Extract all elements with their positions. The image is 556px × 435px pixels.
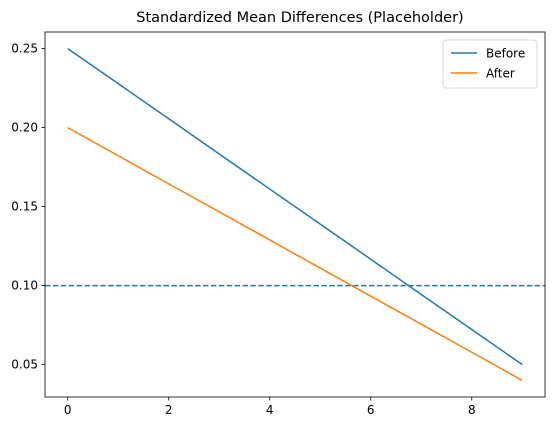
- legend-box: [442, 39, 538, 89]
- legend: Before After: [442, 39, 538, 89]
- y-tick-label: 0.05: [11, 358, 38, 372]
- plot-area: [45, 47, 545, 382]
- y-tick-label: 0.10: [11, 279, 38, 293]
- series-line-after: [67, 126, 523, 382]
- x-tick-label: 8: [468, 403, 476, 417]
- legend-label-before: Before: [486, 47, 525, 61]
- y-tick-label: 0.15: [11, 200, 38, 214]
- y-tick-label: 0.25: [11, 42, 38, 56]
- x-tick-label: 4: [266, 403, 274, 417]
- x-tick-label: 6: [367, 403, 375, 417]
- axes-frame: [44, 31, 546, 398]
- y-tick-label: 0.20: [11, 121, 38, 135]
- chart-title: Standardized Mean Differences (Placehold…: [136, 10, 463, 26]
- legend-label-after: After: [486, 67, 515, 81]
- x-tick-label: 2: [165, 403, 173, 417]
- series-line-before: [67, 47, 523, 366]
- x-tick-label: 0: [64, 403, 72, 417]
- axes: 0 2 4 6 8 0.05 0.10 0.15 0.20 0.25: [11, 31, 546, 417]
